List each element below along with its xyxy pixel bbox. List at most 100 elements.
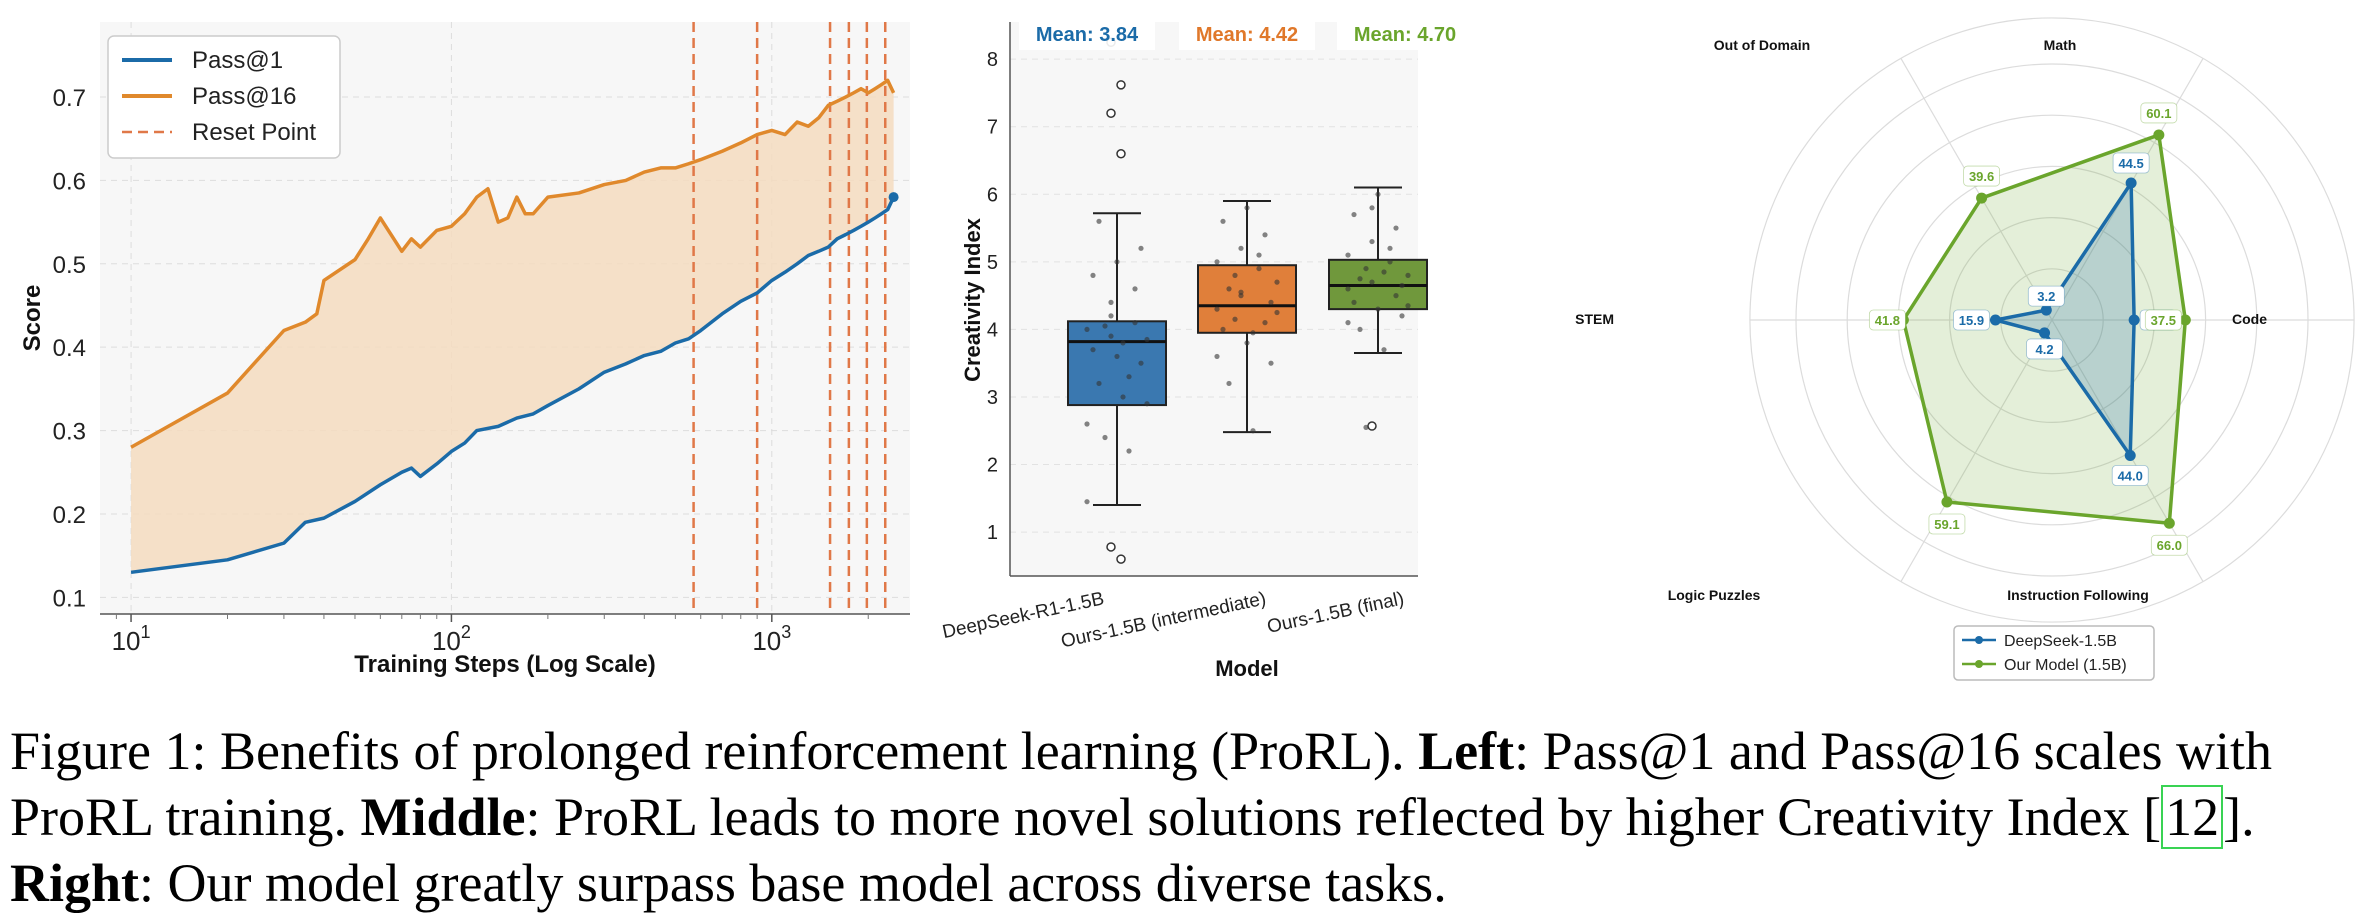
data-point: [1351, 211, 1357, 218]
data-point: [1132, 320, 1138, 326]
radar-value-label: 44.0: [2111, 465, 2149, 486]
svg-text:3.2: 3.2: [2037, 289, 2055, 304]
data-point: [1345, 320, 1351, 326]
data-point: [1268, 299, 1274, 305]
data-point: [1250, 330, 1256, 336]
box-1: [1197, 200, 1297, 434]
svg-text:60.1: 60.1: [2146, 106, 2171, 121]
data-point: [1250, 428, 1256, 434]
data-point: [1102, 434, 1108, 441]
data-point: [1120, 340, 1126, 346]
data-point: [1274, 279, 1280, 285]
caption-right-text: : Our model greatly surpass base model a…: [139, 853, 1447, 913]
caption-middle-text: : ProRL leads to more novel solutions re…: [525, 787, 2162, 847]
radar-point: [2179, 314, 2191, 326]
radar-value-label: 41.8: [1868, 309, 1906, 331]
data-point: [1238, 289, 1244, 295]
svg-text:4.2: 4.2: [2035, 342, 2053, 357]
radar-point: [1941, 496, 1953, 508]
data-point: [1096, 380, 1102, 387]
y-axis-label: Creativity Index: [960, 217, 985, 382]
y-tick-label: 6: [987, 184, 998, 206]
data-point: [1381, 269, 1387, 275]
radar-value-label: 37.5: [2144, 309, 2182, 331]
caption-middle-label: Middle: [360, 787, 526, 847]
data-point: [1126, 374, 1132, 380]
data-point: [1232, 272, 1238, 278]
data-point: [1405, 272, 1411, 278]
legend-reset-point: Reset Point: [192, 119, 316, 146]
radar-point: [2040, 304, 2052, 316]
data-point: [1393, 293, 1399, 299]
data-point: [1090, 347, 1096, 353]
outlier-point: [1106, 108, 1116, 118]
radar-point: [2124, 449, 2136, 461]
citation-link[interactable]: 12: [2161, 785, 2224, 849]
y-tick-label: 2: [987, 455, 998, 477]
outlier-point: [1367, 421, 1377, 431]
data-point: [1220, 218, 1226, 224]
radar-value-label: 59.1: [1928, 513, 1966, 535]
data-point: [1214, 306, 1220, 312]
radar-axis-label: Out of Domain: [1714, 37, 1810, 53]
data-point: [1108, 299, 1114, 305]
radar-spoke: [1900, 319, 2053, 582]
pass1-line: [130, 196, 896, 575]
data-point: [1369, 279, 1375, 285]
data-point: [1108, 333, 1114, 339]
radar-point: [1976, 192, 1988, 204]
deepseek-series: [1989, 177, 2140, 461]
data-point: [1232, 316, 1238, 322]
data-point: [1381, 347, 1387, 353]
data-point: [1114, 353, 1120, 360]
data-point: [1375, 306, 1381, 312]
iqr-box: [1067, 320, 1167, 407]
radar-axis-label: STEM: [1575, 311, 1614, 327]
radar-axis-label: Code: [2232, 311, 2267, 327]
data-point: [1393, 225, 1399, 231]
data-point: [1256, 252, 1262, 258]
data-point: [1256, 265, 1262, 272]
data-point: [1357, 276, 1363, 282]
x-tick-label: 103: [752, 622, 791, 656]
radar-point: [2039, 327, 2051, 339]
data-point: [1399, 282, 1405, 289]
data-point: [1262, 320, 1268, 326]
y-tick-label: 0.3: [53, 419, 86, 446]
radar-point: [2128, 314, 2140, 326]
outlier-point: [1106, 542, 1116, 552]
y-axis-label: Score: [19, 285, 46, 352]
data-point: [1351, 299, 1357, 305]
caption-cite-close: ].: [2223, 787, 2255, 847]
data-point: [1084, 421, 1090, 427]
data-point: [1084, 326, 1090, 333]
outlier-point: [1116, 148, 1126, 159]
radar-spoke: [1900, 58, 2053, 321]
radar-point: [2125, 177, 2137, 189]
data-point: [1096, 218, 1102, 224]
mean-text: Mean: 4.70: [1354, 24, 1456, 46]
radar-value-label: 3.2: [2027, 285, 2065, 307]
x-tick-label: Ours-1.5B (final): [1265, 588, 1406, 638]
data-point: [1126, 448, 1132, 454]
caption-intro: Figure 1: Benefits of prolonged reinforc…: [10, 721, 1419, 781]
mean-label: Mean: 4.42: [1179, 16, 1315, 50]
data-point: [1274, 309, 1280, 316]
legend-pass1: Pass@1: [192, 47, 283, 74]
mean-text: Mean: 4.42: [1196, 24, 1298, 46]
radar-value-label: 39.6: [1963, 165, 2001, 187]
data-point: [1214, 259, 1220, 265]
mean-text: Mean: 3.84: [1036, 24, 1139, 46]
y-tick-label: 8: [987, 49, 998, 71]
data-point: [1114, 259, 1120, 265]
data-point: [1387, 245, 1393, 251]
data-point: [1345, 286, 1351, 292]
outlier-point: [1116, 554, 1126, 564]
y-tick-label: 0.4: [53, 335, 86, 362]
data-point: [1244, 205, 1250, 211]
data-point: [1399, 313, 1405, 319]
data-point: [1138, 245, 1144, 251]
y-tick-label: 0.7: [53, 85, 86, 112]
radar-axis-label: Instruction Following: [2007, 587, 2149, 603]
